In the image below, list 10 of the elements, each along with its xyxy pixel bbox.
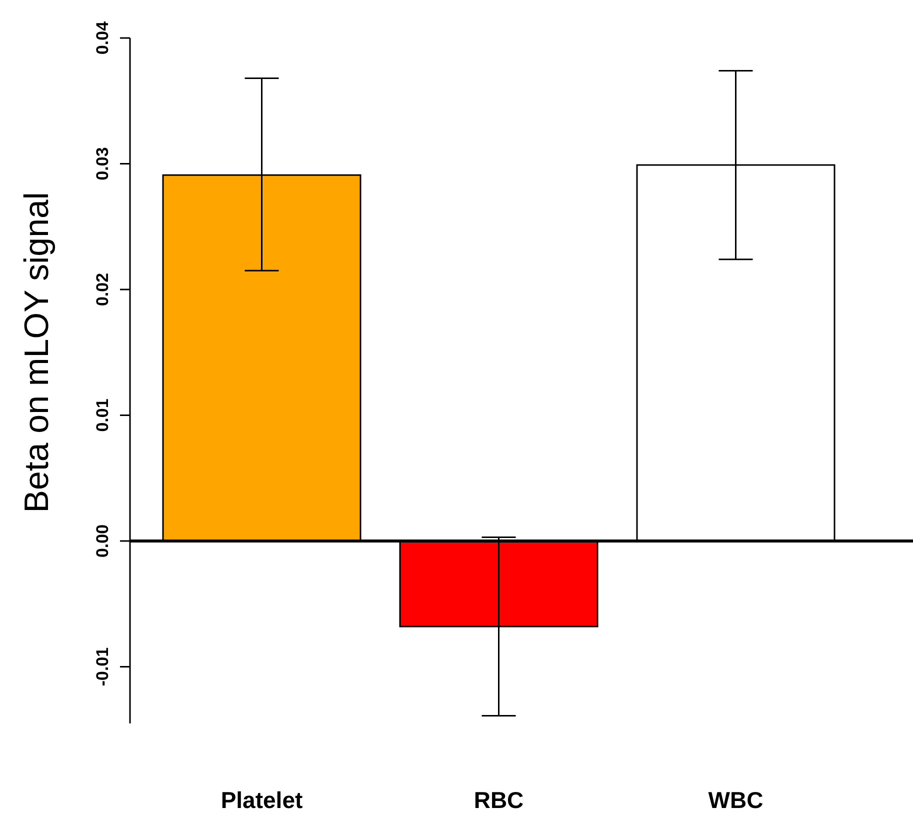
y-tick-label: 0.02: [93, 272, 112, 306]
y-axis-title: Beta on mLOY signal: [18, 192, 56, 513]
y-tick-label: 0.00: [93, 524, 112, 558]
x-tick-label: Platelet: [220, 787, 303, 813]
y-tick-label: 0.01: [93, 398, 112, 432]
x-tick-label: RBC: [474, 787, 524, 813]
y-tick-label: 0.04: [93, 20, 112, 55]
y-tick-label: 0.03: [93, 147, 112, 180]
y-tick-label: -0.01: [93, 647, 112, 686]
x-tick-label: WBC: [708, 787, 764, 813]
